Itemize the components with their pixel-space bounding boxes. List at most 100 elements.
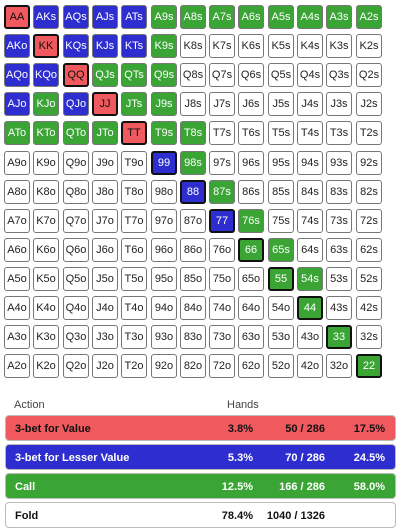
hand-cell[interactable]: Q6s (238, 63, 264, 87)
hand-cell[interactable]: 98s (180, 151, 206, 175)
hand-cell[interactable]: AJs (92, 5, 118, 29)
hand-cell[interactable]: K6s (238, 34, 264, 58)
hand-cell[interactable]: Q9o (63, 151, 89, 175)
hand-cell[interactable]: 74o (209, 296, 235, 320)
hand-cell[interactable]: Q8s (180, 63, 206, 87)
hand-cell[interactable]: QQ (63, 63, 89, 87)
hand-cell[interactable]: 43s (326, 296, 352, 320)
hand-cell[interactable]: 93o (151, 325, 177, 349)
hand-cell[interactable]: A3o (4, 325, 30, 349)
hand-cell[interactable]: AQs (63, 5, 89, 29)
hand-cell[interactable]: 66 (238, 238, 264, 262)
hand-cell[interactable]: QJs (92, 63, 118, 87)
hand-cell[interactable]: T9o (121, 151, 147, 175)
hand-cell[interactable]: AKs (33, 5, 59, 29)
hand-cell[interactable]: J7s (209, 92, 235, 116)
hand-cell[interactable]: 83o (180, 325, 206, 349)
hand-cell[interactable]: Q3o (63, 325, 89, 349)
hand-cell[interactable]: 54o (268, 296, 294, 320)
hand-cell[interactable]: 88 (180, 180, 206, 204)
hand-cell[interactable]: T5o (121, 267, 147, 291)
hand-cell[interactable]: 63o (238, 325, 264, 349)
legend-row-value[interactable]: 3-bet for Value 3.8% 50 / 286 17.5% (5, 415, 396, 441)
hand-cell[interactable]: 77 (209, 209, 235, 233)
hand-cell[interactable]: TT (121, 121, 147, 145)
hand-cell[interactable]: KQs (63, 34, 89, 58)
hand-cell[interactable]: K9o (33, 151, 59, 175)
hand-cell[interactable]: 74s (297, 209, 323, 233)
hand-cell[interactable]: 92o (151, 354, 177, 378)
hand-cell[interactable]: 96o (151, 238, 177, 262)
hand-cell[interactable]: T7s (209, 121, 235, 145)
hand-cell[interactable]: Q3s (326, 63, 352, 87)
hand-cell[interactable]: KTo (33, 121, 59, 145)
hand-cell[interactable]: 33 (326, 325, 352, 349)
hand-cell[interactable]: J2s (356, 92, 382, 116)
hand-cell[interactable]: Q4o (63, 296, 89, 320)
hand-cell[interactable]: J8s (180, 92, 206, 116)
hand-cell[interactable]: 72s (356, 209, 382, 233)
hand-cell[interactable]: T6s (238, 121, 264, 145)
hand-cell[interactable]: Q2s (356, 63, 382, 87)
hand-cell[interactable]: Q7o (63, 209, 89, 233)
legend-row-lesser-value[interactable]: 3-bet for Lesser Value 5.3% 70 / 286 24.… (5, 444, 396, 470)
hand-cell[interactable]: 44 (297, 296, 323, 320)
hand-cell[interactable]: ATo (4, 121, 30, 145)
hand-cell[interactable]: Q9s (151, 63, 177, 87)
hand-cell[interactable]: T4o (121, 296, 147, 320)
hand-cell[interactable]: T2s (356, 121, 382, 145)
hand-cell[interactable]: Q7s (209, 63, 235, 87)
hand-cell[interactable]: J4s (297, 92, 323, 116)
hand-cell[interactable]: 76s (238, 209, 264, 233)
hand-cell[interactable]: K4s (297, 34, 323, 58)
hand-cell[interactable]: A2s (356, 5, 382, 29)
hand-cell[interactable]: 53s (326, 267, 352, 291)
hand-cell[interactable]: 87s (209, 180, 235, 204)
hand-cell[interactable]: K8o (33, 180, 59, 204)
hand-cell[interactable]: 95s (268, 151, 294, 175)
hand-cell[interactable]: 42o (297, 354, 323, 378)
hand-cell[interactable]: T5s (268, 121, 294, 145)
hand-cell[interactable]: 96s (238, 151, 264, 175)
hand-cell[interactable]: QTs (121, 63, 147, 87)
hand-cell[interactable]: T8o (121, 180, 147, 204)
hand-cell[interactable]: A3s (326, 5, 352, 29)
hand-cell[interactable]: 52o (268, 354, 294, 378)
hand-cell[interactable]: A5s (268, 5, 294, 29)
hand-cell[interactable]: JJ (92, 92, 118, 116)
hand-cell[interactable]: Q4s (297, 63, 323, 87)
hand-cell[interactable]: 82s (356, 180, 382, 204)
hand-cell[interactable]: J7o (92, 209, 118, 233)
hand-cell[interactable]: K5s (268, 34, 294, 58)
hand-cell[interactable]: AKo (4, 34, 30, 58)
hand-cell[interactable]: A5o (4, 267, 30, 291)
hand-cell[interactable]: J6s (238, 92, 264, 116)
hand-cell[interactable]: 53o (268, 325, 294, 349)
hand-cell[interactable]: A6o (4, 238, 30, 262)
hand-cell[interactable]: Q5s (268, 63, 294, 87)
hand-cell[interactable]: 98o (151, 180, 177, 204)
hand-cell[interactable]: T9s (151, 121, 177, 145)
hand-cell[interactable]: A7s (209, 5, 235, 29)
hand-cell[interactable]: 22 (356, 354, 382, 378)
hand-cell[interactable]: J9s (151, 92, 177, 116)
hand-cell[interactable]: A6s (238, 5, 264, 29)
hand-cell[interactable]: K3o (33, 325, 59, 349)
hand-cell[interactable]: 99 (151, 151, 177, 175)
hand-cell[interactable]: 84o (180, 296, 206, 320)
hand-cell[interactable]: KTs (121, 34, 147, 58)
hand-cell[interactable]: 85o (180, 267, 206, 291)
hand-cell[interactable]: AA (4, 5, 30, 29)
hand-cell[interactable]: 75s (268, 209, 294, 233)
hand-cell[interactable]: AJo (4, 92, 30, 116)
hand-cell[interactable]: 64s (297, 238, 323, 262)
hand-cell[interactable]: 62s (356, 238, 382, 262)
hand-cell[interactable]: T8s (180, 121, 206, 145)
hand-cell[interactable]: 82o (180, 354, 206, 378)
hand-cell[interactable]: J6o (92, 238, 118, 262)
hand-cell[interactable]: Q6o (63, 238, 89, 262)
hand-cell[interactable]: A9s (151, 5, 177, 29)
hand-cell[interactable]: T2o (121, 354, 147, 378)
hand-cell[interactable]: A4s (297, 5, 323, 29)
hand-cell[interactable]: J9o (92, 151, 118, 175)
